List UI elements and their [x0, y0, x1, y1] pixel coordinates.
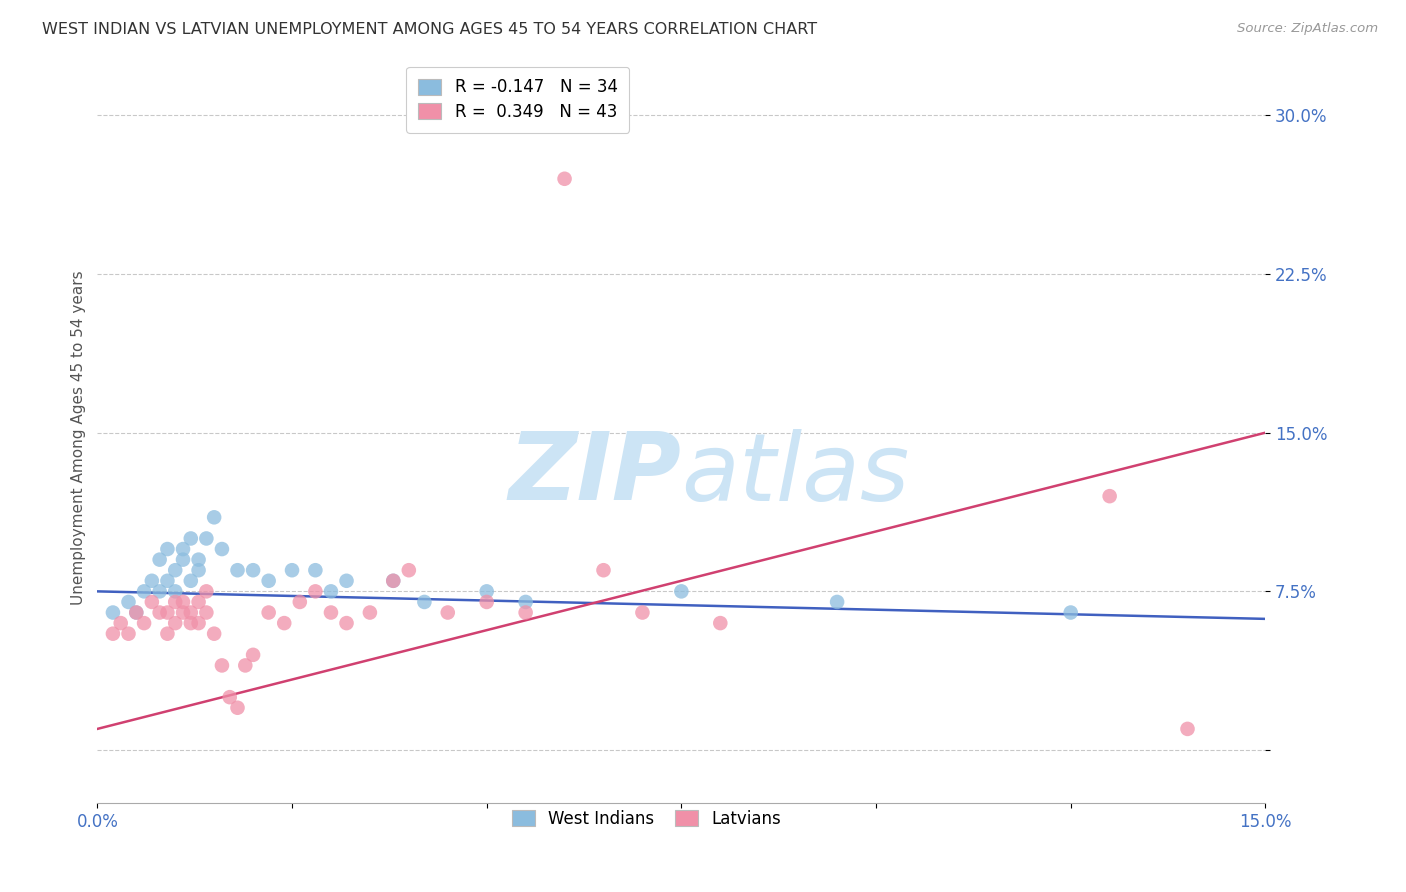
Point — [117, 626, 139, 640]
Point — [149, 552, 172, 566]
Point — [117, 595, 139, 609]
Point — [202, 510, 225, 524]
Point — [156, 606, 179, 620]
Point — [211, 542, 233, 557]
Point — [172, 595, 194, 609]
Point — [242, 563, 264, 577]
Text: atlas: atlas — [682, 429, 910, 520]
Point — [335, 574, 357, 588]
Point — [141, 574, 163, 588]
Point — [172, 552, 194, 566]
Point — [218, 690, 240, 705]
Point — [211, 658, 233, 673]
Point — [165, 595, 187, 609]
Point — [187, 616, 209, 631]
Point — [413, 595, 436, 609]
Point — [149, 584, 172, 599]
Text: Source: ZipAtlas.com: Source: ZipAtlas.com — [1237, 22, 1378, 36]
Point — [132, 584, 155, 599]
Point — [319, 584, 342, 599]
Text: ZIP: ZIP — [509, 428, 682, 520]
Point — [125, 606, 148, 620]
Point — [195, 584, 218, 599]
Point — [165, 563, 187, 577]
Point — [226, 563, 249, 577]
Point — [101, 626, 124, 640]
Point — [202, 626, 225, 640]
Point — [242, 648, 264, 662]
Point — [149, 606, 172, 620]
Point — [195, 606, 218, 620]
Point — [671, 584, 693, 599]
Point — [141, 595, 163, 609]
Point — [257, 574, 280, 588]
Point — [187, 595, 209, 609]
Point — [156, 626, 179, 640]
Point — [187, 552, 209, 566]
Point — [180, 532, 202, 546]
Point — [592, 563, 614, 577]
Point — [475, 595, 498, 609]
Point — [110, 616, 132, 631]
Point — [554, 171, 576, 186]
Point — [165, 616, 187, 631]
Y-axis label: Unemployment Among Ages 45 to 54 years: Unemployment Among Ages 45 to 54 years — [72, 270, 86, 606]
Point — [1177, 722, 1199, 736]
Point — [101, 606, 124, 620]
Point — [709, 616, 731, 631]
Point — [359, 606, 381, 620]
Point — [335, 616, 357, 631]
Point — [319, 606, 342, 620]
Point — [382, 574, 405, 588]
Point — [515, 606, 537, 620]
Point — [180, 574, 202, 588]
Point — [132, 616, 155, 631]
Point — [1060, 606, 1083, 620]
Point — [475, 584, 498, 599]
Point — [180, 606, 202, 620]
Point — [1098, 489, 1121, 503]
Point — [382, 574, 405, 588]
Point — [156, 542, 179, 557]
Point — [180, 616, 202, 631]
Point — [233, 658, 256, 673]
Point — [304, 584, 326, 599]
Point — [825, 595, 848, 609]
Point — [187, 563, 209, 577]
Point — [288, 595, 311, 609]
Point — [195, 532, 218, 546]
Point — [398, 563, 420, 577]
Point — [172, 606, 194, 620]
Point — [273, 616, 295, 631]
Point — [631, 606, 654, 620]
Point — [515, 595, 537, 609]
Legend: West Indians, Latvians: West Indians, Latvians — [505, 804, 787, 835]
Text: WEST INDIAN VS LATVIAN UNEMPLOYMENT AMONG AGES 45 TO 54 YEARS CORRELATION CHART: WEST INDIAN VS LATVIAN UNEMPLOYMENT AMON… — [42, 22, 817, 37]
Point — [156, 574, 179, 588]
Point — [436, 606, 458, 620]
Point — [304, 563, 326, 577]
Point — [257, 606, 280, 620]
Point — [165, 584, 187, 599]
Point — [172, 542, 194, 557]
Point — [125, 606, 148, 620]
Point — [226, 700, 249, 714]
Point — [281, 563, 304, 577]
